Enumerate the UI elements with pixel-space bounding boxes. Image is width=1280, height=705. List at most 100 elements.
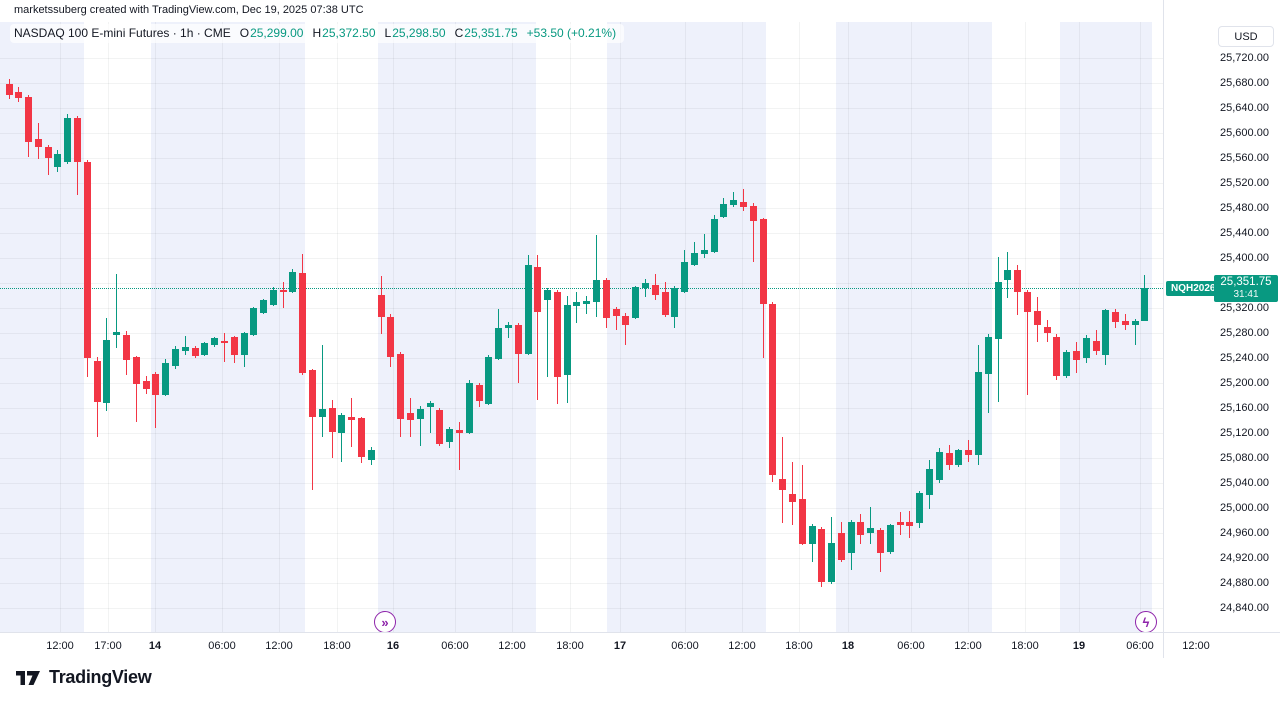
price-axis-label: 25,320.00 [1220,301,1269,314]
candle-body up [64,118,72,162]
bar-countdown: 31:41 [1233,288,1259,300]
ohlc-close: C25,351.75 [454,26,518,40]
time-axis-label: 06:00 [208,640,236,652]
candle-body down [837,533,845,560]
session-shading-band [151,22,305,632]
tradingview-logo-icon [16,671,40,685]
lightning-bolt-marker[interactable]: ϟ [1135,611,1157,633]
symbol-legend: NASDAQ 100 E-mini Futures · 1h · CME O25… [10,24,625,43]
candle-body up [201,343,209,355]
tradingview-logo[interactable]: TradingView [14,667,152,688]
candle-wick [1026,289,1028,395]
candle-body up [593,279,601,302]
candle-body up [710,218,718,252]
candle-body down [1112,311,1120,322]
candle-wick [341,413,343,462]
candle-body down [651,284,659,295]
grid-line-horizontal [0,258,1163,259]
candle-body up [916,493,924,523]
currency-button[interactable]: USD [1218,26,1274,47]
candle-body down [1033,310,1041,325]
grid-line-horizontal [0,358,1163,359]
candle-body up [984,336,992,374]
last-price-label[interactable]: 25,351.75 31:41 [1214,274,1278,302]
time-axis[interactable]: 12:00 17:00 14 06:00 12:00 18:00 16 06:00 12:00 1… [0,632,1280,658]
grid-line-horizontal [0,158,1163,159]
candle-body up [485,356,493,404]
grid-line-horizontal [0,108,1163,109]
candle-body down [965,449,973,455]
ticker-tag: NQH2026 [1166,280,1221,296]
price-axis-label: 25,720.00 [1220,51,1269,64]
candle-wick [47,144,49,175]
candle-wick [282,281,284,308]
candle-wick [351,398,353,447]
price-axis[interactable]: USD 25,720.00 25,680.00 25,640.00 25,600.00… [1164,0,1280,632]
candle-body up [847,521,855,553]
grid-line-horizontal [0,508,1163,509]
grid-line-horizontal [0,583,1163,584]
candle-body up [181,347,189,351]
grid-line-vertical [799,22,800,632]
time-axis-label: 06:00 [1126,640,1154,652]
candle-body down [44,146,52,158]
chart-pane[interactable] [0,0,1163,632]
candle-body down [358,418,366,457]
candle-body down [123,334,131,360]
candle-wick [184,336,186,355]
candle-body down [152,373,160,395]
candle-body down [514,324,522,354]
price-axis-label: 24,920.00 [1220,551,1269,564]
grid-line-horizontal [0,58,1163,59]
price-change: +53.50 (+0.21%) [526,26,617,40]
candle-body up [886,524,894,553]
grid-line-vertical [1140,22,1141,632]
candle-wick [547,288,549,377]
candle-body down [945,453,953,465]
candle-wick [1134,319,1136,345]
candle-body up [926,468,934,495]
grid-line-vertical [911,22,912,632]
fast-forward-marker[interactable]: » [374,611,396,633]
time-axis-label: 16 [386,640,400,652]
candle-body down [1043,327,1051,333]
time-axis-label: 06:00 [441,640,469,652]
grid-line-horizontal [0,333,1163,334]
candle-body up [1131,321,1139,325]
candle-body up [544,289,552,300]
candle-body up [1082,338,1090,358]
candle-wick [576,291,578,323]
price-axis-label: 25,680.00 [1220,76,1269,89]
candle-body down [534,266,542,312]
candle-body up [54,154,62,167]
time-axis-label: 12:00 [728,640,756,652]
price-axis-label: 25,000.00 [1220,501,1269,514]
candle-body down [74,118,82,162]
candle-body down [759,219,767,304]
grid-line-horizontal [0,483,1163,484]
time-axis-label: 18:00 [556,640,584,652]
time-axis-label: 19 [1072,640,1086,652]
candle-body up [730,199,738,205]
time-axis-label: 12:00 [1182,640,1210,652]
time-axis-label: 12:00 [46,640,74,652]
candle-body up [269,289,277,305]
candle-body up [1141,288,1149,322]
candle-body up [495,328,503,359]
time-axis-label: 12:00 [265,640,293,652]
time-axis-label: 12:00 [498,640,526,652]
candle-body down [661,291,669,315]
time-axis-label: 18:00 [785,640,813,652]
candle-body down [397,353,405,419]
session-shading-band [607,22,766,632]
candle-body up [338,414,346,433]
candle-body up [524,264,532,354]
last-price-value: 25,351.75 [1220,275,1272,288]
candle-body up [867,528,875,533]
candle-body down [436,409,444,444]
candle-body down [896,521,904,525]
grid-line-horizontal [0,558,1163,559]
symbol-title[interactable]: NASDAQ 100 E-mini Futures · 1h · CME [14,26,231,40]
candle-body down [1014,269,1022,292]
